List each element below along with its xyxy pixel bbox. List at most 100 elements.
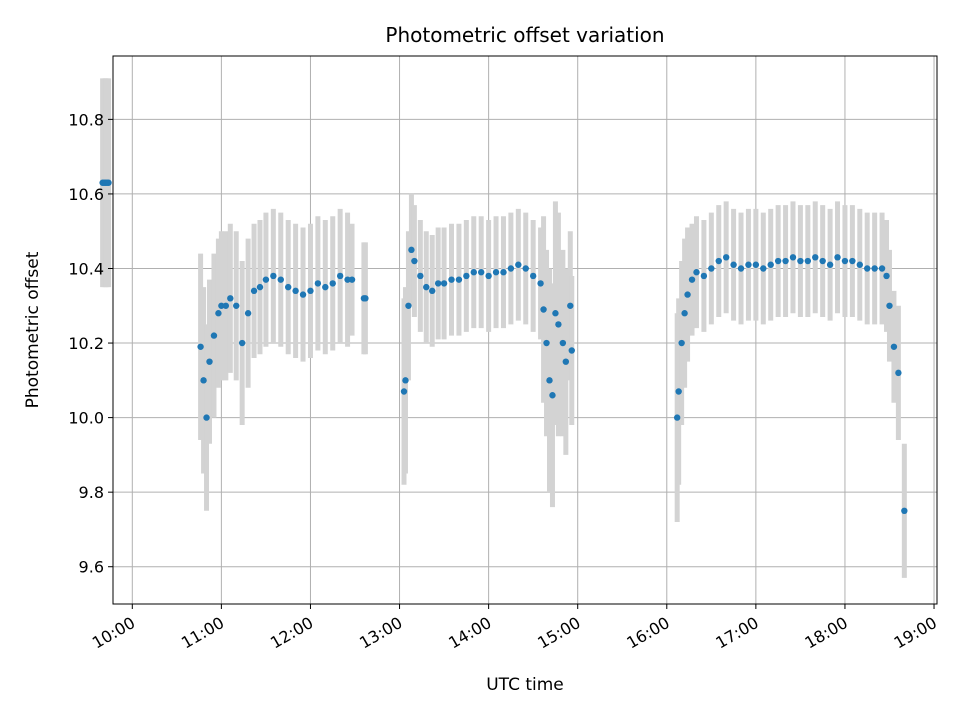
data-point — [322, 283, 329, 291]
data-point — [307, 287, 314, 295]
data-point — [681, 310, 688, 317]
data-point — [429, 287, 436, 295]
data-point — [262, 276, 270, 283]
data-point — [555, 321, 562, 328]
data-point — [849, 257, 856, 265]
data-point — [567, 302, 574, 309]
data-point — [485, 272, 492, 280]
data-point — [684, 291, 691, 298]
y-axis-label: Photometric offset — [23, 251, 43, 408]
data-point — [693, 269, 700, 276]
y-tick-label: 10.6 — [68, 185, 104, 204]
data-point — [819, 257, 826, 265]
data-point — [722, 254, 730, 261]
data-point — [233, 302, 240, 309]
data-point — [673, 414, 681, 421]
data-point — [215, 310, 222, 317]
data-point — [348, 276, 356, 283]
data-point — [455, 276, 463, 283]
data-point — [329, 280, 336, 287]
data-point — [901, 507, 908, 515]
data-point — [675, 388, 682, 395]
data-point — [752, 261, 760, 268]
data-point — [774, 257, 782, 265]
data-point — [314, 280, 322, 287]
data-point — [883, 272, 890, 280]
data-point — [284, 283, 292, 291]
data-point — [760, 265, 767, 272]
data-point — [362, 295, 369, 302]
grid — [113, 56, 937, 604]
data-point — [227, 295, 234, 302]
y-tick-label: 10.4 — [68, 259, 104, 278]
data-point — [344, 276, 351, 283]
data-point — [417, 272, 424, 280]
data-point — [270, 272, 277, 280]
data-point — [299, 291, 307, 298]
data-point — [537, 280, 544, 287]
data-point — [730, 261, 737, 268]
data-point — [745, 261, 752, 268]
data-point — [568, 347, 575, 354]
data-point — [277, 276, 284, 283]
data-point — [515, 261, 522, 268]
data-point — [222, 302, 230, 309]
data-point — [841, 257, 849, 265]
chart-title: Photometric offset variation — [385, 23, 664, 47]
data-point — [197, 343, 204, 350]
data-point — [812, 254, 819, 261]
data-point — [715, 257, 722, 265]
data-point — [782, 257, 789, 265]
data-point — [522, 265, 529, 272]
data-point — [434, 280, 442, 287]
data-point — [688, 276, 696, 283]
data-point — [448, 276, 455, 283]
data-point — [400, 388, 408, 395]
data-point — [244, 310, 252, 317]
data-point — [700, 272, 708, 280]
plot-frame — [112, 55, 938, 605]
data-point — [552, 310, 559, 317]
data-point — [737, 265, 745, 272]
data-point — [890, 343, 898, 350]
data-point — [105, 179, 112, 186]
data-point — [804, 257, 812, 265]
data-point — [767, 261, 774, 268]
data-point — [411, 257, 418, 265]
data-point — [292, 287, 299, 295]
data-point — [864, 265, 871, 272]
data-point — [529, 272, 537, 280]
data-point — [256, 283, 264, 291]
data-point — [562, 358, 570, 365]
data-point — [210, 332, 218, 339]
data-point — [336, 272, 344, 280]
data-point — [492, 269, 500, 276]
data-points — [99, 179, 908, 515]
data-point — [463, 272, 470, 280]
y-axis-ticks: 9.6 9.8 10.0 10.2 10.4 10.6 10.8 — [68, 110, 113, 577]
data-point — [218, 302, 225, 309]
data-point — [856, 261, 863, 268]
data-point — [826, 261, 834, 268]
data-point — [250, 287, 258, 295]
data-point — [408, 246, 415, 254]
data-point — [540, 306, 547, 313]
data-point — [886, 302, 893, 309]
data-point — [543, 339, 550, 347]
data-point — [559, 339, 567, 347]
data-point — [878, 265, 886, 272]
data-point — [789, 254, 797, 261]
data-point — [238, 339, 246, 347]
data-point — [871, 265, 878, 272]
data-point — [200, 377, 207, 384]
data-point — [405, 302, 412, 309]
data-point — [507, 265, 515, 272]
data-point — [203, 414, 210, 421]
data-point — [708, 265, 715, 272]
data-point — [797, 257, 804, 265]
data-point — [546, 377, 553, 384]
data-point — [549, 392, 556, 399]
y-tick-label: 10.2 — [68, 334, 104, 353]
